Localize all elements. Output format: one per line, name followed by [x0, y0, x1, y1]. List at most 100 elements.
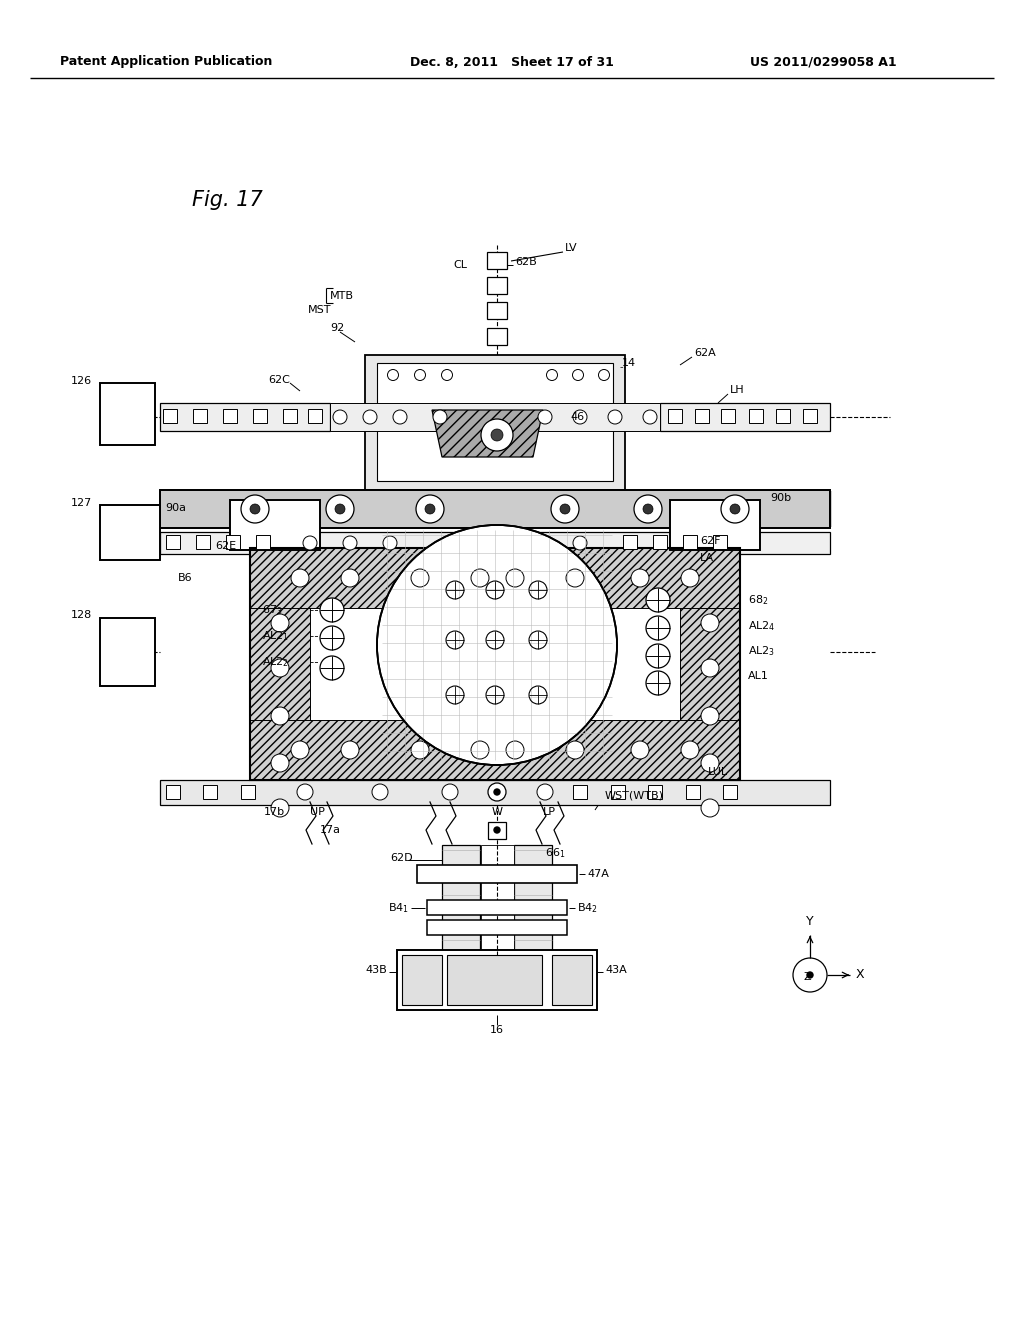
Circle shape: [573, 411, 587, 424]
Bar: [330, 403, 660, 432]
Circle shape: [503, 536, 517, 550]
Bar: [166, 535, 180, 549]
Circle shape: [425, 504, 435, 513]
Circle shape: [730, 504, 740, 513]
Bar: [528, 491, 544, 527]
Circle shape: [807, 972, 813, 978]
Text: 62D: 62D: [390, 853, 413, 863]
Text: 90b: 90b: [770, 492, 792, 503]
Bar: [768, 491, 784, 527]
Bar: [487, 277, 507, 294]
Text: WST(WTB): WST(WTB): [605, 789, 664, 800]
Text: 62F: 62F: [700, 536, 721, 546]
Bar: [670, 500, 760, 550]
Bar: [100, 383, 155, 445]
Circle shape: [319, 626, 344, 649]
Bar: [487, 252, 507, 269]
Bar: [250, 548, 740, 609]
Bar: [660, 403, 830, 432]
Bar: [208, 491, 224, 527]
Text: MTB: MTB: [330, 290, 354, 301]
Bar: [160, 532, 830, 554]
Text: 16: 16: [490, 1026, 504, 1035]
Bar: [464, 491, 480, 527]
Text: B4$_1$: B4$_1$: [388, 902, 409, 915]
Text: AL2$_3$: AL2$_3$: [748, 644, 775, 657]
Circle shape: [566, 569, 584, 587]
Circle shape: [537, 784, 553, 800]
Circle shape: [701, 659, 719, 677]
Bar: [432, 491, 449, 527]
Bar: [705, 491, 720, 527]
Circle shape: [634, 495, 662, 523]
Text: 17a: 17a: [319, 825, 341, 836]
Bar: [250, 548, 310, 780]
Circle shape: [291, 569, 309, 587]
Bar: [193, 409, 207, 422]
Circle shape: [271, 708, 289, 725]
Circle shape: [681, 741, 699, 759]
Bar: [160, 780, 830, 805]
Text: Z: Z: [803, 972, 811, 982]
Circle shape: [494, 828, 500, 833]
Bar: [160, 403, 330, 432]
Text: W: W: [492, 807, 503, 817]
Bar: [784, 491, 800, 527]
Bar: [230, 500, 319, 550]
Text: Dec. 8, 2011   Sheet 17 of 31: Dec. 8, 2011 Sheet 17 of 31: [410, 55, 614, 69]
Bar: [624, 491, 640, 527]
Bar: [512, 491, 528, 527]
Bar: [400, 491, 416, 527]
Circle shape: [646, 616, 670, 640]
Circle shape: [441, 370, 453, 380]
Circle shape: [383, 536, 397, 550]
Circle shape: [416, 495, 444, 523]
Circle shape: [488, 783, 506, 801]
Bar: [160, 490, 830, 528]
Circle shape: [433, 411, 447, 424]
Circle shape: [506, 569, 524, 587]
Circle shape: [333, 411, 347, 424]
Bar: [377, 363, 613, 480]
Bar: [680, 548, 740, 780]
Bar: [816, 491, 831, 527]
Bar: [163, 409, 177, 422]
Circle shape: [442, 784, 458, 800]
Bar: [648, 785, 662, 799]
Text: 43A: 43A: [605, 965, 627, 975]
Circle shape: [319, 598, 344, 622]
Circle shape: [701, 799, 719, 817]
Circle shape: [297, 784, 313, 800]
Bar: [384, 491, 400, 527]
Circle shape: [271, 614, 289, 632]
Bar: [256, 535, 270, 549]
Bar: [310, 609, 680, 719]
Text: 43B: 43B: [366, 965, 387, 975]
Bar: [611, 785, 625, 799]
Bar: [442, 845, 480, 985]
Bar: [160, 490, 830, 528]
Text: 62A: 62A: [694, 348, 716, 358]
Circle shape: [481, 418, 513, 451]
Bar: [253, 409, 267, 422]
Text: 128: 128: [71, 610, 92, 620]
Bar: [100, 618, 155, 686]
Text: LP: LP: [543, 807, 556, 817]
Bar: [686, 785, 700, 799]
Bar: [365, 355, 625, 490]
Bar: [100, 506, 160, 560]
Text: 127: 127: [71, 498, 92, 508]
Text: 92: 92: [330, 323, 344, 333]
Bar: [695, 409, 709, 422]
Circle shape: [490, 429, 503, 441]
Circle shape: [631, 569, 649, 587]
Bar: [640, 491, 656, 527]
Bar: [288, 491, 304, 527]
Circle shape: [411, 741, 429, 759]
Circle shape: [547, 370, 557, 380]
Text: 66$_1$: 66$_1$: [545, 846, 565, 859]
Text: 68$_2$: 68$_2$: [748, 593, 768, 607]
Circle shape: [362, 411, 377, 424]
Circle shape: [793, 958, 827, 993]
Circle shape: [377, 525, 617, 766]
